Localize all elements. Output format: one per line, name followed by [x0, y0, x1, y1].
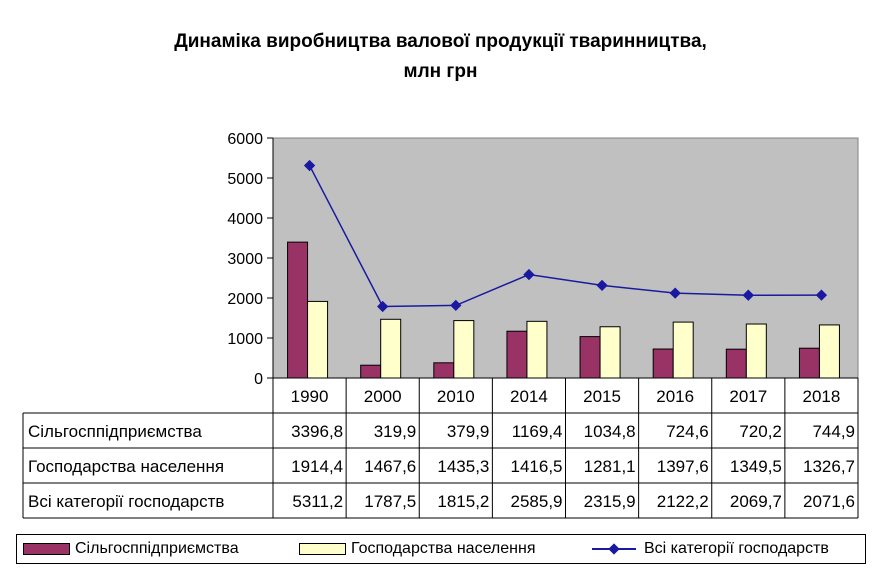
table-data-label: 1169,4 [512, 422, 563, 441]
line-point-all [669, 287, 681, 299]
legend-marker-all [608, 543, 620, 555]
table-row-header: Господарства населення [28, 457, 224, 476]
x-category-label: 2015 [583, 387, 621, 406]
bar-households [453, 320, 475, 379]
legend-swatch-households [299, 543, 346, 555]
table-data-label: 1815,2 [437, 492, 489, 511]
line-point-all [815, 289, 828, 301]
table-data-label: 5311,2 [292, 492, 343, 511]
chart-title-line-1: Динаміка виробництва валової продукції т… [174, 31, 707, 52]
table-row-header: Сільгосппідприємства [28, 422, 202, 441]
bar-households [526, 320, 548, 379]
bar-households [307, 300, 329, 379]
y-tick-label: 0 [254, 371, 263, 388]
table-data-label: 744,9 [812, 422, 855, 441]
bar-agro [579, 336, 601, 379]
table-data-label: 1787,5 [364, 492, 416, 511]
line-point-all [303, 159, 316, 172]
bar-agro [506, 330, 528, 379]
line-point-all [596, 279, 608, 292]
bar-households [599, 326, 621, 379]
line-point-all [523, 268, 535, 281]
x-category-label: 2018 [803, 387, 841, 406]
y-tick-label: 3000 [227, 251, 263, 268]
bar-households [745, 323, 767, 379]
table-data-label: 724,6 [666, 422, 709, 441]
table-data-label: 2585,9 [511, 492, 563, 511]
x-category-label: 2017 [729, 387, 767, 406]
table-data-label: 1034,8 [584, 422, 636, 441]
bar-agro [652, 348, 674, 379]
bar-households [818, 324, 840, 379]
line-point-all [450, 299, 462, 312]
plot-area [272, 137, 859, 379]
table-data-label: 319,9 [374, 422, 417, 441]
table-data-label: 1281,1 [584, 457, 636, 476]
bar-households [380, 318, 402, 379]
y-tick-label: 2000 [227, 291, 263, 308]
table-row-header: Всі категорії господарств [28, 492, 224, 511]
y-tick-label: 5000 [227, 171, 263, 188]
line-point-all [377, 300, 389, 313]
table-data-label: 2122,2 [657, 492, 709, 511]
x-category-label: 2014 [510, 387, 548, 406]
y-tick-label: 4000 [227, 211, 263, 228]
bar-households [672, 321, 694, 379]
line-all-categories [308, 165, 822, 308]
bar-agro [360, 364, 382, 379]
legend-label-all: Всі категорії господарств [644, 540, 829, 557]
table-data-label: 2315,9 [584, 492, 636, 511]
table-data-label: 2069,7 [730, 492, 782, 511]
table-data-label: 1435,3 [437, 457, 489, 476]
x-category-label: 2010 [437, 387, 475, 406]
bar-agro [725, 348, 747, 379]
chart-title: Динаміка виробництва валової продукції т… [0, 27, 881, 87]
legend-label-agro: Сільгосппідприємства [75, 540, 239, 557]
table-data-label: 1914,4 [291, 457, 343, 476]
y-tick-label: 1000 [227, 331, 263, 348]
bar-agro [798, 347, 820, 379]
y-tick-label: 6000 [227, 131, 263, 148]
table-data-label: 1467,6 [364, 457, 416, 476]
bar-agro [433, 362, 455, 379]
x-category-label: 1990 [291, 387, 329, 406]
table-data-label: 2071,6 [803, 492, 855, 511]
table-data-label: 720,2 [739, 422, 782, 441]
chart-legend: Сільгосппідприємства Господарства населе… [16, 534, 866, 564]
table-data-label: 1397,6 [657, 457, 709, 476]
chart-title-line-2: млн грн [403, 61, 478, 82]
x-category-label: 2000 [364, 387, 402, 406]
table-data-label: 379,9 [447, 422, 490, 441]
x-category-label: 2016 [656, 387, 694, 406]
table-data-label: 3396,8 [291, 422, 343, 441]
bar-agro [287, 241, 309, 379]
table-data-label: 1326,7 [803, 457, 855, 476]
line-point-all [742, 289, 754, 301]
table-data-label: 1349,5 [730, 457, 782, 476]
legend-swatch-agro [23, 543, 70, 555]
legend-label-households: Господарства населення [351, 540, 536, 557]
table-data-label: 1416,5 [511, 457, 563, 476]
